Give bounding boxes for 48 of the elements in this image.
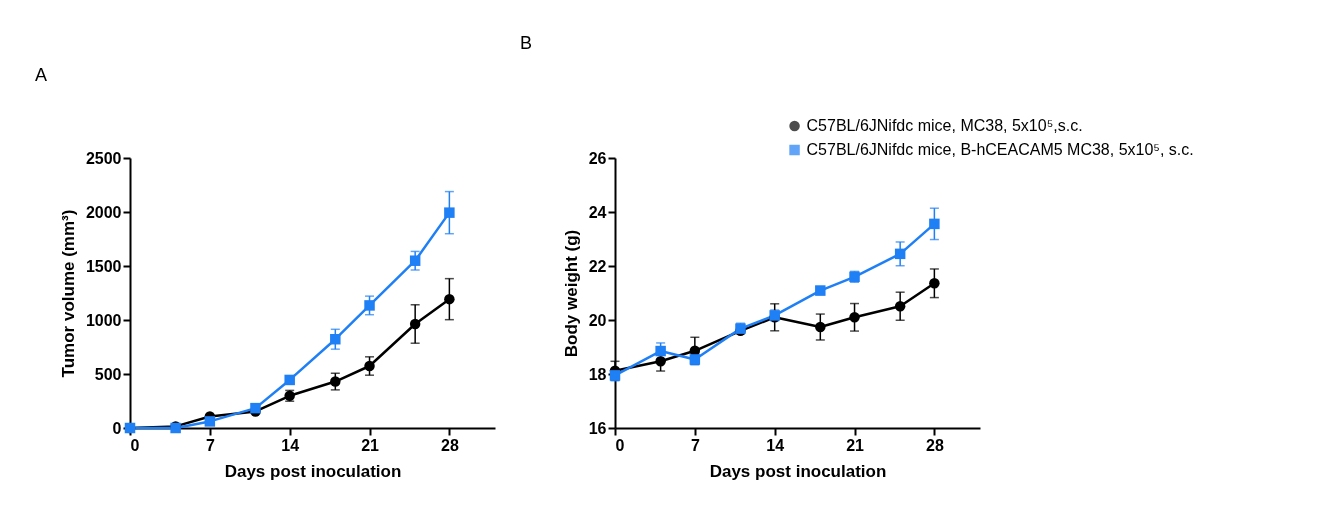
point xyxy=(409,318,421,330)
point xyxy=(929,218,940,230)
point xyxy=(894,248,906,260)
point xyxy=(444,207,455,218)
point xyxy=(250,402,261,414)
x-tick-label: 28 xyxy=(925,436,944,454)
chart-title: B xyxy=(520,33,533,53)
y-tick-label: 1500 xyxy=(85,257,122,275)
legend-label: C57BL/6JNifdc mice, MC38, 5x10⁵,s.c. xyxy=(806,117,1083,134)
x-tick-label: 7 xyxy=(205,436,215,454)
x-axis-title: Days post inoculation xyxy=(709,461,887,481)
y-tick-label: 2000 xyxy=(85,203,122,221)
x-tick-label: 14 xyxy=(766,436,785,454)
point xyxy=(849,312,860,323)
chart-title: A xyxy=(35,65,48,85)
y-tick-label: 20 xyxy=(588,311,607,329)
y-tick-label: 500 xyxy=(94,365,122,383)
y-tick-label: 0 xyxy=(112,419,122,437)
x-tick-label: 0 xyxy=(615,436,625,454)
y-tick-label: 26 xyxy=(588,149,607,167)
y-tick-label: 2500 xyxy=(85,149,122,167)
x-tick-label: 14 xyxy=(281,436,300,454)
legend-label: C57BL/6JNifdc mice, B-hCEACAM5 MC38, 5x10⁵, s.c. xyxy=(806,141,1194,158)
y-tick-label: 18 xyxy=(588,365,607,383)
point xyxy=(655,356,666,367)
y-tick-label: 16 xyxy=(588,419,607,437)
point xyxy=(330,333,341,345)
x-tick-label: 7 xyxy=(690,436,700,454)
point xyxy=(815,321,826,333)
point xyxy=(204,416,216,427)
x-axis-title: Days post inoculation xyxy=(224,461,402,481)
point xyxy=(444,293,455,305)
y-axis-title: Tumor volume (mm³) xyxy=(58,209,78,378)
point xyxy=(284,374,295,386)
point xyxy=(330,376,341,387)
y-tick-label: 1000 xyxy=(85,311,122,329)
point xyxy=(364,300,375,311)
x-tick-label: 28 xyxy=(440,436,459,454)
point xyxy=(364,360,375,372)
point xyxy=(894,301,906,312)
x-tick-label: 21 xyxy=(846,436,865,454)
x-tick-label: 0 xyxy=(130,436,140,454)
y-axis-title: Body weight (g) xyxy=(561,229,581,358)
y-tick-label: 24 xyxy=(588,203,607,221)
x-tick-label: 21 xyxy=(361,436,380,454)
point xyxy=(929,278,940,289)
point xyxy=(409,255,421,266)
y-tick-label: 22 xyxy=(588,257,607,275)
